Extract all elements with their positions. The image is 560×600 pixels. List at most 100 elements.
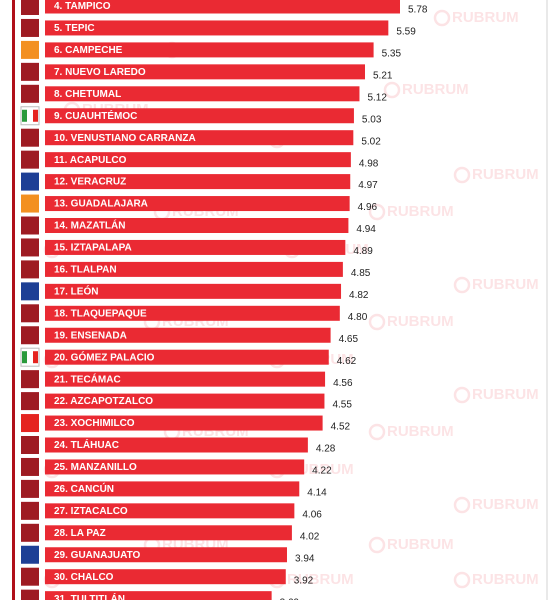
bar [45,42,374,58]
watermark-logo [453,496,471,514]
watermark: RUBRUM [387,313,454,330]
category-label: 26. CANCÚN [54,482,114,495]
party-icon-part [22,351,27,364]
party-icon [21,18,39,37]
party-icon [21,282,39,301]
party-icon [21,304,39,323]
category-label: 9. CUAUHTÉMOC [54,109,137,122]
watermark-logo [368,203,386,221]
value-label: 5.03 [362,114,382,125]
watermark: RUBRUM [387,203,454,220]
watermark: RUBRUM [402,81,469,98]
party-icon [21,545,39,564]
bar [45,196,350,212]
category-label: 22. AZCAPOTZALCO [54,396,153,407]
value-label: 4.98 [359,158,379,169]
watermark-logo [368,313,386,331]
bar [45,503,295,519]
watermark-logo [433,9,451,27]
party-icon [21,436,39,454]
category-label: 12. VERACRUZ [54,177,126,188]
party-icon [21,150,39,169]
party-icon-part [33,109,38,122]
watermark-logo [453,386,471,404]
category-label: 25. MANZANILLO [54,462,137,473]
watermark-logo [368,423,386,441]
watermark-logo [368,536,386,554]
party-icon [21,128,39,147]
bar [45,459,305,475]
party-icon [21,0,39,15]
watermark: RUBRUM [387,536,454,553]
watermark-logo [383,81,401,99]
bar [45,86,360,102]
value-label: 4.97 [358,180,378,191]
party-icon [21,479,39,498]
value-label: 5.02 [361,136,381,147]
watermark: RUBRUM [452,9,519,26]
value-label: 4.06 [302,509,322,520]
watermark: RUBRUM [287,571,354,588]
value-label: 5.21 [373,70,393,81]
bar [45,437,308,453]
bar [45,64,365,80]
bar [45,415,323,431]
category-label: 14. MAZATLÁN [54,219,125,232]
watermark-logo [453,166,471,184]
right-border [546,0,548,600]
party-icon [21,501,39,520]
category-label: 4. TAMPICO [54,1,111,12]
category-label: 11. ACAPULCO [54,155,127,166]
category-label: 10. VENUSTIANO CARRANZA [54,133,196,144]
category-label: 16. TLALPAN [54,265,117,276]
party-icon [21,62,39,81]
bar [45,591,272,600]
category-label: 13. GUADALAJARA [54,199,148,210]
category-label: 31. TULTITLÁN [54,592,125,600]
bar [45,130,354,146]
category-label: 18. TLAQUEPAQUE [54,308,147,319]
value-label: 4.80 [348,312,368,323]
category-label: 6. CAMPECHE [54,45,123,56]
watermark-logo [453,276,471,294]
value-label: 4.28 [316,444,336,455]
category-label: 28. LA PAZ [54,528,106,539]
party-icon [21,216,39,235]
value-label: 4.62 [337,356,357,367]
value-label: 3.69 [280,597,300,600]
party-icon [21,457,39,476]
bar [45,261,343,277]
bar [45,327,331,343]
value-label: 4.85 [351,268,371,279]
bar [45,0,400,14]
value-label: 4.56 [333,378,353,389]
bar [45,481,300,497]
bar [45,218,349,233]
bar [45,239,346,255]
watermark: RUBRUM [472,496,539,513]
value-label: 4.02 [300,531,320,542]
category-label: 23. XOCHIMILCO [54,418,135,429]
party-icon [21,238,39,257]
watermark: RUBRUM [472,571,539,588]
watermark: RUBRUM [472,166,539,183]
bar [45,371,326,387]
value-label: 4.96 [358,202,378,213]
category-label: 5. TEPIC [54,23,95,34]
bar [45,349,329,365]
party-icon [21,84,39,103]
value-label: 4.94 [356,224,376,235]
watermark: RUBRUM [472,276,539,293]
party-icon-part [22,109,27,122]
category-label: 20. GÓMEZ PALACIO [54,350,155,363]
bar [45,525,292,541]
bar [45,20,389,36]
value-label: 4.55 [332,400,352,411]
category-label: 29. GUANAJUATO [54,550,141,561]
party-icon [21,260,39,279]
category-label: 21. TECÁMAC [54,372,121,385]
value-label: 4.82 [349,290,369,301]
watermark-logo [453,571,471,589]
value-label: 4.52 [331,422,351,433]
